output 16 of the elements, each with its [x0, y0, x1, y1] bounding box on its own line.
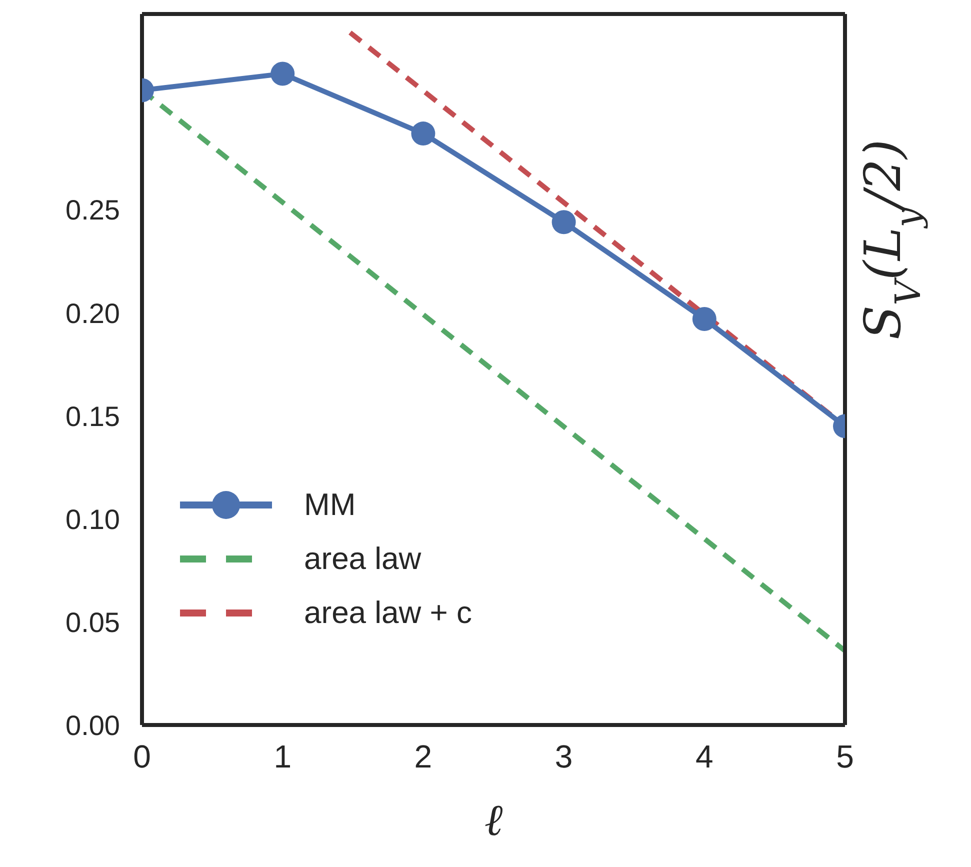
x-tick-label: 0 [133, 738, 151, 775]
x-tick-label: 4 [696, 738, 714, 775]
legend-label: area law [304, 541, 422, 577]
x-axis-title: ℓ [484, 795, 504, 846]
x-tick-label: 1 [274, 738, 292, 775]
legend-label: area law + c [304, 595, 472, 631]
y-tick-label: 0.05 [66, 606, 120, 638]
legend-label: MM [304, 487, 356, 523]
y-tick-label: 0.10 [66, 504, 120, 535]
x-tick-label: 2 [414, 738, 432, 775]
y-tick-label: 0.15 [66, 400, 120, 432]
x-tick-label: 3 [554, 738, 573, 775]
y-tick-label: 0.25 [66, 194, 120, 226]
y-tick-label: 0.00 [66, 710, 120, 741]
x-tick-label: 5 [836, 738, 854, 775]
y-tick-label: 0.20 [66, 298, 120, 329]
